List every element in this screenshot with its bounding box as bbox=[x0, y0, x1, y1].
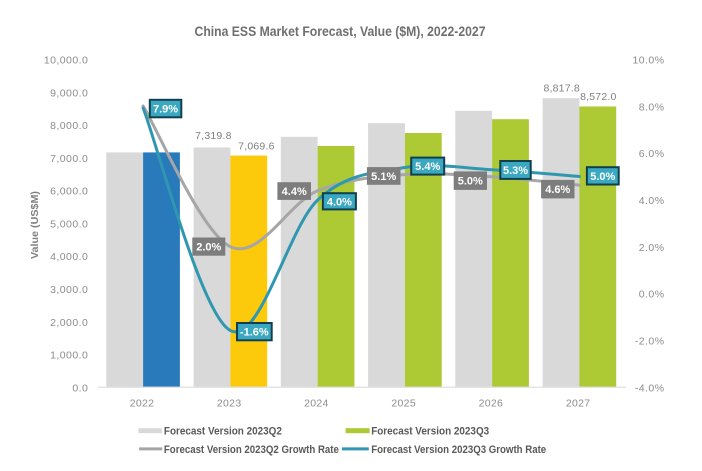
svg-text:5.0%: 5.0% bbox=[590, 171, 615, 183]
svg-text:4.6%: 4.6% bbox=[545, 184, 570, 196]
svg-text:Forecast Version 2023Q3 Growth: Forecast Version 2023Q3 Growth Rate bbox=[371, 444, 546, 456]
svg-text:6,000.0: 6,000.0 bbox=[50, 186, 88, 198]
svg-text:Forecast Version 2023Q3: Forecast Version 2023Q3 bbox=[371, 426, 489, 438]
svg-text:2027: 2027 bbox=[566, 397, 591, 409]
svg-text:10.0%: 10.0% bbox=[632, 55, 664, 67]
svg-text:7,000.0: 7,000.0 bbox=[50, 153, 88, 165]
svg-text:4,000.0: 4,000.0 bbox=[50, 251, 88, 263]
svg-text:-4.0%: -4.0% bbox=[635, 382, 665, 394]
svg-text:0.0%: 0.0% bbox=[639, 289, 665, 301]
svg-text:3,000.0: 3,000.0 bbox=[50, 284, 88, 296]
svg-text:Forecast Version 2023Q2 Growth: Forecast Version 2023Q2 Growth Rate bbox=[164, 444, 339, 456]
svg-text:2026: 2026 bbox=[479, 397, 504, 409]
svg-text:1,000.0: 1,000.0 bbox=[50, 350, 88, 362]
svg-text:Forecast Version 2023Q2: Forecast Version 2023Q2 bbox=[164, 426, 282, 438]
svg-text:2,000.0: 2,000.0 bbox=[50, 317, 88, 329]
svg-text:10,000.0: 10,000.0 bbox=[44, 55, 88, 67]
svg-text:7,319.8: 7,319.8 bbox=[195, 130, 231, 142]
svg-text:5.0%: 5.0% bbox=[458, 176, 483, 188]
svg-text:8,000.0: 8,000.0 bbox=[50, 120, 88, 132]
svg-text:6.0%: 6.0% bbox=[639, 148, 665, 160]
svg-text:5.1%: 5.1% bbox=[371, 171, 396, 183]
svg-text:9,000.0: 9,000.0 bbox=[50, 87, 88, 99]
svg-text:2023: 2023 bbox=[217, 397, 242, 409]
svg-text:2022: 2022 bbox=[130, 397, 155, 409]
svg-text:7,069.6: 7,069.6 bbox=[238, 141, 274, 153]
svg-text:-1.6%: -1.6% bbox=[240, 327, 269, 339]
svg-text:7.9%: 7.9% bbox=[153, 104, 178, 116]
svg-text:2025: 2025 bbox=[391, 397, 416, 409]
svg-text:4.0%: 4.0% bbox=[639, 195, 665, 207]
svg-text:-2.0%: -2.0% bbox=[635, 336, 665, 348]
svg-text:5.4%: 5.4% bbox=[415, 161, 440, 173]
svg-text:Value (US$M): Value (US$M) bbox=[29, 191, 41, 259]
svg-text:5,000.0: 5,000.0 bbox=[50, 219, 88, 231]
svg-text:0.0: 0.0 bbox=[72, 382, 88, 394]
svg-text:8.0%: 8.0% bbox=[639, 101, 665, 113]
svg-text:8,572.0: 8,572.0 bbox=[580, 91, 616, 103]
svg-text:2.0%: 2.0% bbox=[639, 242, 665, 254]
svg-text:5.3%: 5.3% bbox=[503, 165, 528, 177]
svg-text:8,817.8: 8,817.8 bbox=[543, 83, 579, 95]
svg-text:China ESS Market Forecast, Val: China ESS Market Forecast, Value ($M), 2… bbox=[195, 24, 486, 39]
svg-text:4.0%: 4.0% bbox=[327, 196, 352, 208]
svg-text:2024: 2024 bbox=[304, 397, 329, 409]
svg-text:2.0%: 2.0% bbox=[196, 242, 221, 254]
svg-text:4.4%: 4.4% bbox=[282, 186, 307, 198]
